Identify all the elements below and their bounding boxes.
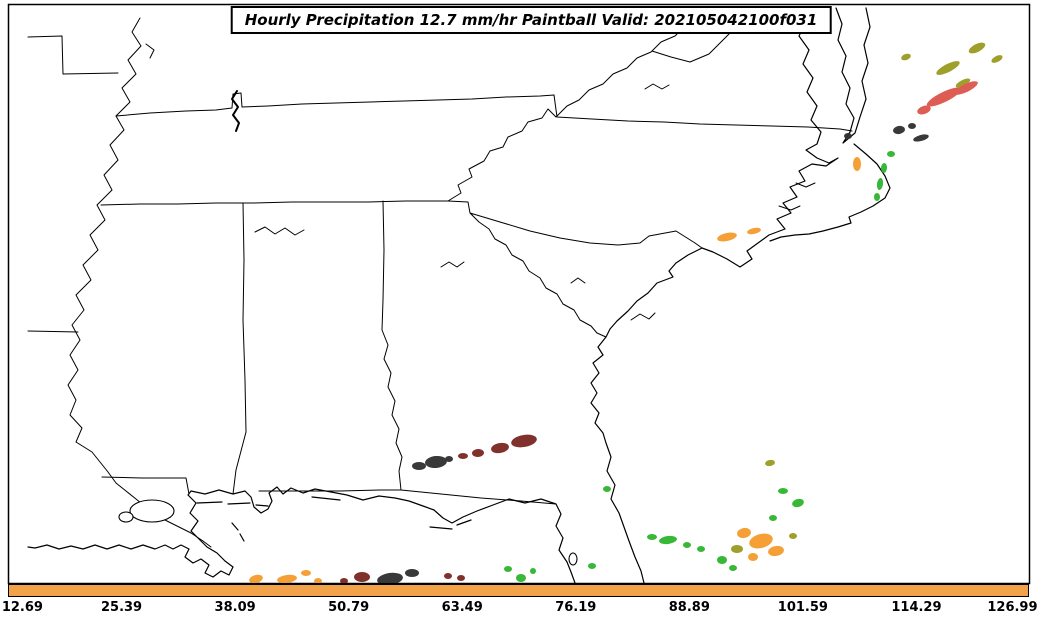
paintball-green [659, 535, 677, 545]
paintball-green [880, 163, 888, 173]
minor-rivers-path [145, 43, 816, 321]
lake-maurepas [118, 511, 134, 523]
paintball-orange [249, 574, 263, 583]
colorbar-tick-label: 50.79 [328, 600, 370, 615]
paintball-green [769, 515, 777, 521]
paintball-green [683, 542, 691, 548]
paintball-darkred [457, 575, 465, 581]
paintball-black [913, 134, 929, 142]
paintball-olive [789, 533, 797, 539]
lake-pontchartrain [129, 499, 175, 523]
paintball-orange [314, 578, 322, 583]
paintball-green [603, 486, 611, 492]
coastline-path [27, 7, 891, 583]
paintball-black [412, 462, 426, 470]
map-title: Hourly Precipitation 12.7 mm/hr Paintbal… [230, 6, 832, 34]
paintball-green [717, 556, 727, 564]
paintball-red [926, 87, 962, 107]
paintball-black [405, 569, 419, 577]
paintball-orange [277, 574, 297, 583]
paintball-darkred [472, 448, 484, 458]
paintball-olive [991, 55, 1003, 63]
paintball-layer [249, 42, 1003, 583]
paintball-orange [301, 570, 311, 576]
paintball-orange [749, 533, 773, 549]
colorbar-ticks: 12.69 25.39 38.09 50.79 63.49 76.19 88.89 101.5… [0, 600, 1062, 618]
paintball-black [425, 455, 447, 469]
paintball-black [377, 572, 403, 583]
paintball-green [516, 574, 526, 582]
paintball-orange [747, 227, 761, 235]
paintball-olive [765, 459, 775, 467]
state-borders-path [27, 7, 853, 505]
paintball-olive [968, 42, 986, 54]
paintball-black [893, 125, 905, 135]
colorbar-tick-label: 126.99 [987, 600, 1038, 615]
colorbar-tick-label: 25.39 [100, 600, 143, 615]
paintball-green [530, 568, 536, 574]
paintball-red [954, 81, 978, 95]
colorbar-tick-label: 88.89 [668, 600, 710, 615]
paintball-black [908, 123, 916, 129]
paintball-orange [748, 553, 758, 561]
paintball-green [647, 534, 657, 540]
paintball-darkred [444, 573, 452, 579]
paintball-olive [936, 61, 960, 75]
paintball-darkred [458, 453, 468, 459]
colorbar-tick-label: 101.59 [777, 600, 828, 615]
colorbar-tick-label: 114.29 [891, 600, 942, 615]
map-frame [7, 3, 1031, 585]
paintball-orange [853, 157, 861, 171]
paintball-green [887, 151, 895, 157]
colorbar-tick-label: 38.09 [214, 600, 256, 615]
paintball-black [844, 133, 852, 139]
paintball-green [778, 488, 788, 494]
colorbar-tick-label: 12.69 [1, 600, 43, 615]
map-title-text: Hourly Precipitation 12.7 mm/hr Paintbal… [244, 11, 818, 29]
paintball-green [504, 566, 512, 572]
colorbar [8, 584, 1029, 597]
paintball-orange [768, 545, 784, 557]
colorbar-tick-label: 63.49 [441, 600, 483, 615]
paintball-green [729, 565, 737, 571]
paintball-black [445, 456, 453, 462]
paintball-darkred [340, 578, 348, 583]
paintball-green [874, 193, 880, 201]
paintball-olive [901, 53, 911, 61]
paintball-darkred [491, 442, 509, 454]
paintball-darkred [511, 434, 537, 448]
paintball-green [876, 178, 884, 190]
colorbar-tick-label: 76.19 [555, 600, 597, 615]
paintball-darkred [354, 572, 370, 582]
paintball-olive [731, 545, 743, 553]
paintball-orange [737, 527, 751, 539]
paintball-olive [955, 78, 971, 88]
paintball-green [792, 498, 804, 508]
paintball-green [588, 563, 596, 569]
paintball-red [917, 105, 931, 115]
coastal-lagoon [568, 552, 578, 566]
paintball-green [697, 546, 705, 552]
paintball-orange [717, 232, 737, 242]
